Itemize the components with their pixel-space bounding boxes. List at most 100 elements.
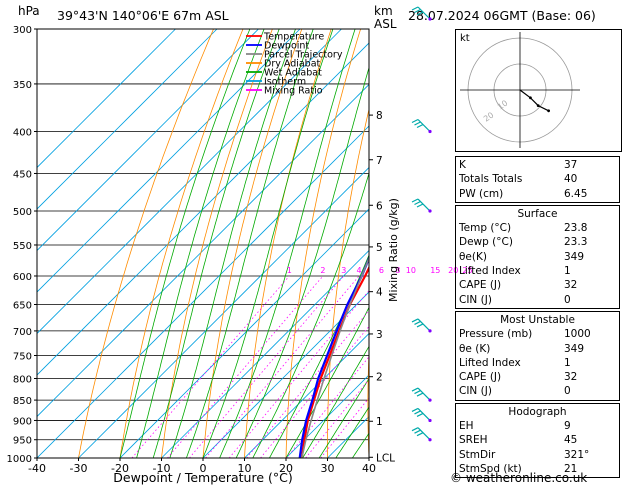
- location-title: 39°43'N 140°06'E 67m ASL: [57, 8, 229, 23]
- wind-barb-feather: [416, 392, 424, 397]
- wind-barb-dot: [428, 17, 432, 21]
- copyright: © weatheronline.co.uk: [450, 471, 588, 485]
- wet-adiabat: [302, 345, 369, 458]
- surface-label: θe(K): [459, 250, 487, 263]
- isotherm: [37, 29, 176, 169]
- surface-value: 349: [564, 250, 585, 263]
- isotherm: [37, 29, 218, 210]
- hodograph-param-row: SREH 45: [459, 433, 616, 447]
- index-value: 6.45: [564, 187, 588, 200]
- index-label: K: [459, 159, 466, 171]
- wind-barb-staff: [417, 318, 431, 332]
- most-unstable-label: CAPE (J): [459, 371, 502, 384]
- isotherm: [37, 125, 369, 458]
- wind-barb-dot: [428, 209, 432, 213]
- isotherm: [161, 249, 369, 458]
- pressure-tick-label: 500: [13, 207, 32, 218]
- indices-table: K 37 Totals Totals 40 PW (cm) 6.45 Surface Te…: [455, 156, 620, 480]
- wind-barb-feather: [416, 203, 424, 208]
- mixing-ratio-line: [205, 275, 360, 458]
- pressure-tick-label: 450: [13, 169, 32, 180]
- most-unstable-row: θe (K) 349: [459, 342, 616, 356]
- pressure-tick-label: 900: [13, 416, 32, 427]
- legend-entry: Isotherm: [264, 77, 306, 88]
- hodograph-param-row: StmSpd (kt) 21: [459, 462, 616, 476]
- wind-barb-feather: [416, 11, 424, 16]
- hodograph-param-label: SREH: [459, 434, 488, 447]
- surface-row: Lifted Index 1: [459, 264, 616, 278]
- hodograph-param-label: StmSpd (kt): [459, 462, 522, 475]
- hodograph-point: [536, 104, 540, 107]
- most-unstable-row: CAPE (J) 32: [459, 370, 616, 384]
- wind-barb-staff: [417, 6, 431, 20]
- temperature-tick-label: 30: [321, 462, 335, 475]
- temperature-axis: -40 -30 -20 -10 0 10 20 30 40: [28, 458, 376, 475]
- legend-entry: Dewpoint: [264, 41, 309, 52]
- wind-barb-feather: [414, 200, 421, 206]
- pressure-tick-label: 350: [13, 80, 32, 91]
- km-label: km: [374, 4, 393, 18]
- hodograph-param-value: 45: [564, 434, 578, 447]
- hodograph-kt-label: kt: [460, 33, 470, 44]
- wind-barb-feather: [416, 432, 424, 437]
- surface-label: CIN (J): [459, 293, 492, 306]
- wind-barb-feather: [414, 8, 421, 14]
- wet-adiabat: [186, 29, 314, 458]
- series-dewpoint: [298, 255, 369, 458]
- surface-row: CIN (J) 0: [459, 293, 616, 307]
- mixing-ratio-label: 20: [448, 266, 458, 275]
- height-tick-label: 1: [376, 416, 383, 428]
- wind-barb-feather: [411, 318, 419, 323]
- wind-barb-feather: [414, 390, 421, 395]
- isotherm: [78, 166, 369, 458]
- mixing-ratio-line: [167, 275, 324, 458]
- index-label: PW (cm): [459, 187, 504, 200]
- wind-barb-dot: [428, 418, 432, 423]
- isotherm: [285, 374, 369, 458]
- legend-entry: Dry Adiabat: [264, 59, 321, 70]
- profile-series: [298, 255, 369, 458]
- hodograph-box: Hodograph EH 9 SREH 45 StmDir 321° StmSpd (kt)…: [455, 402, 620, 479]
- pressure-tick-label: 400: [13, 128, 32, 139]
- hodograph-point: [529, 96, 532, 100]
- wet-adiabat: [335, 406, 369, 458]
- wet-adiabat: [318, 377, 369, 458]
- most-unstable-value: 0: [564, 385, 571, 398]
- surface-row: Dewp (°C) 23.3: [459, 235, 616, 249]
- pressure-tick-label: 650: [13, 301, 32, 312]
- most-unstable-row: CIN (J) 0: [459, 384, 616, 398]
- wind-barb-feather: [414, 320, 421, 325]
- surface-row: Temp (°C) 23.8: [459, 221, 616, 235]
- most-unstable-label: CIN (J): [459, 385, 492, 398]
- hodograph-param-row: EH 9: [459, 419, 616, 433]
- wind-barb-staff: [417, 119, 431, 132]
- hodograph-param-value: 9: [564, 420, 571, 433]
- wind-barb-feather: [416, 123, 424, 129]
- pressure-tick-label: 850: [13, 396, 32, 407]
- temperature-tick-label: -20: [111, 462, 129, 475]
- surface-label: CAPE (J): [459, 279, 502, 292]
- pressure-tick-label: 800: [13, 374, 32, 385]
- surface-value: 1: [564, 265, 571, 278]
- mixing-ratio-axis-label: Mixing Ratio (g/kg): [387, 198, 400, 302]
- wind-barb-staff: [417, 408, 431, 421]
- wet-adiabat: [285, 306, 369, 458]
- hodograph-param-value: 321°: [564, 448, 590, 461]
- dry-adiabat: [78, 29, 214, 458]
- wind-barb-feather: [416, 323, 424, 328]
- series-parcel-trajectory: [301, 256, 369, 458]
- index-value: 40: [564, 173, 578, 186]
- dry-adiabat: [202, 29, 303, 458]
- temperature-tick-label: -10: [153, 462, 171, 475]
- hodograph-point: [547, 109, 550, 113]
- wind-barb-dot: [428, 329, 432, 333]
- wind-barb-feather: [411, 6, 419, 11]
- most-unstable-label: θe (K): [459, 342, 491, 355]
- surface-label: Lifted Index: [459, 265, 521, 278]
- hodograph-title: Hodograph: [508, 405, 567, 418]
- wind-barb-staff: [417, 198, 431, 212]
- surface-row: θe(K) 349: [459, 250, 616, 264]
- most-unstable-value: 349: [564, 342, 585, 355]
- wind-barb-feather: [411, 387, 419, 392]
